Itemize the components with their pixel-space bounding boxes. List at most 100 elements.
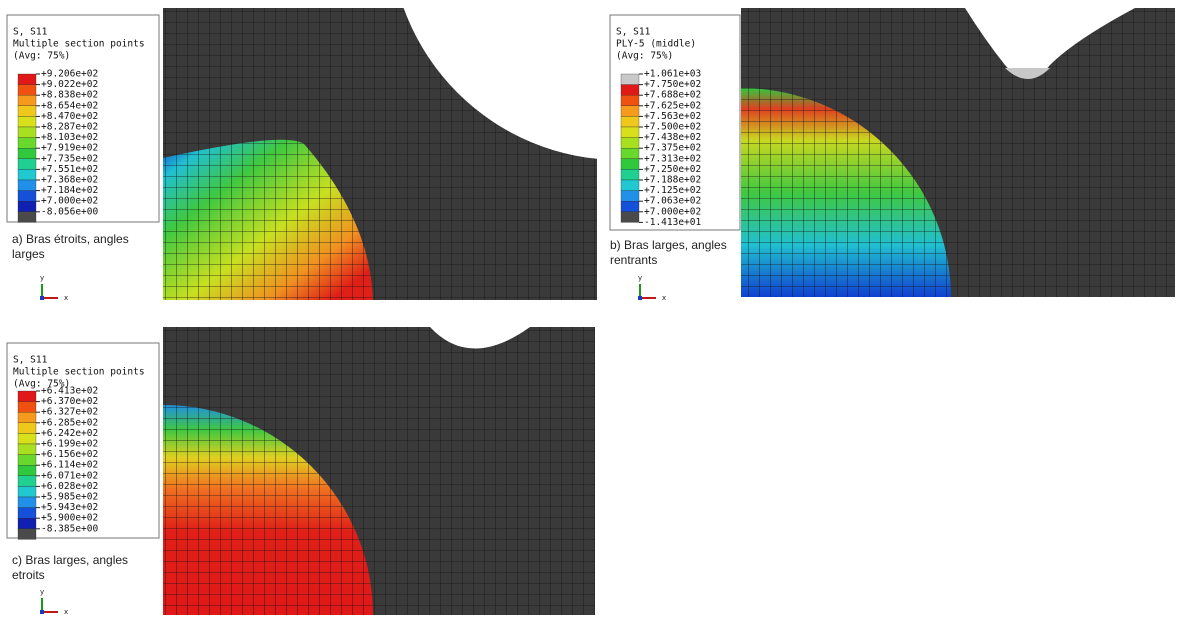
legend-swatch (17, 158, 37, 170)
axis-y-label: y (40, 588, 44, 596)
legend-swatch (17, 201, 37, 212)
legend-label: +6.285e+02 (41, 417, 98, 428)
legend-label: -1.413e+01 (644, 217, 701, 228)
legend-label: +9.206e+02 (41, 69, 98, 80)
legend-swatch (620, 211, 640, 223)
legend-swatch (17, 105, 37, 117)
legend-label: +7.313e+02 (644, 153, 701, 164)
legend-swatch (620, 95, 640, 106)
legend-swatch (17, 169, 37, 181)
legend-swatch (17, 73, 37, 85)
legend-label: +7.625e+02 (644, 100, 701, 111)
legend-label: +7.919e+02 (41, 143, 98, 154)
legend-label: +6.199e+02 (41, 439, 98, 450)
axis-x-label: x (662, 294, 666, 302)
legend-swatch (17, 179, 37, 191)
legend-swatch (17, 211, 37, 223)
legend-label: +7.500e+02 (644, 122, 701, 133)
legend-label: +7.438e+02 (644, 132, 701, 143)
caption: a) Bras étroits, angles larges (12, 232, 129, 261)
legend-swatch (17, 95, 37, 106)
axis-x-label: x (64, 608, 68, 616)
legend-label: +7.250e+02 (644, 164, 701, 175)
legend-swatch (17, 507, 37, 519)
legend-title: S, S11 (13, 27, 48, 38)
legend-swatch (620, 148, 640, 159)
legend-label: +7.375e+02 (644, 143, 701, 154)
legend-swatch (17, 116, 37, 128)
legend-swatch (17, 475, 37, 487)
legend-label: +8.103e+02 (41, 132, 98, 143)
legend-title: PLY-5 (middle) (616, 39, 696, 50)
legend-swatch (620, 179, 640, 191)
legend-title: S, S11 (13, 355, 48, 366)
legend-swatch (17, 454, 37, 466)
legend-label: +1.061e+03 (644, 69, 701, 80)
legend-label: +7.125e+02 (644, 185, 701, 196)
legend-swatch (620, 116, 640, 128)
legend-label: +6.370e+02 (41, 396, 98, 407)
caption: c) Bras larges, angles etroits (12, 553, 129, 582)
legend-label: +6.028e+02 (41, 481, 98, 492)
legend-label: -8.056e+00 (41, 206, 98, 217)
legend-label: +7.750e+02 (644, 79, 701, 90)
legend-label: +6.413e+02 (41, 386, 98, 397)
legend-label: +7.184e+02 (41, 185, 98, 196)
legend-label: +5.985e+02 (41, 492, 98, 503)
axis-origin (638, 296, 642, 300)
legend-swatch (620, 137, 640, 149)
legend-title: Multiple section points (13, 39, 145, 50)
legend-label: +8.838e+02 (41, 90, 98, 101)
legend-label: +5.943e+02 (41, 502, 98, 513)
legend-swatch (620, 158, 640, 170)
legend-label: +6.156e+02 (41, 449, 98, 460)
legend-label: +6.327e+02 (41, 407, 98, 418)
legend-title: (Avg: 75%) (13, 51, 70, 62)
legend-swatch (620, 190, 640, 202)
legend-title: (Avg: 75%) (13, 379, 70, 390)
legend-label: -8.385e+00 (41, 523, 98, 534)
legend-label: +7.063e+02 (644, 196, 701, 207)
axis-y-label: y (40, 274, 44, 282)
axis-origin (40, 296, 44, 300)
legend-swatch (17, 465, 37, 476)
legend-label: +8.287e+02 (41, 122, 98, 133)
legend-swatch (17, 401, 37, 413)
legend-label: +6.114e+02 (41, 460, 98, 471)
legend-swatch (17, 518, 37, 529)
legend-label: +7.188e+02 (644, 175, 701, 186)
legend-label: +7.000e+02 (41, 196, 98, 207)
legend-label: +8.470e+02 (41, 111, 98, 122)
legend-label: +7.368e+02 (41, 175, 98, 186)
legend-title: Multiple section points (13, 367, 145, 378)
legend-swatch (17, 148, 37, 159)
axis-x-label: x (64, 294, 68, 302)
legend-swatch (620, 105, 640, 117)
legend-label: +7.735e+02 (41, 153, 98, 164)
legend-swatch (17, 528, 37, 540)
legend-label: +6.071e+02 (41, 470, 98, 481)
legend-label: +5.900e+02 (41, 513, 98, 524)
caption: b) Bras larges, angles rentrants (610, 238, 727, 267)
legend-label: +9.022e+02 (41, 79, 98, 90)
legend-swatch (620, 73, 640, 85)
axis-origin (40, 610, 44, 614)
mesh-c (163, 327, 595, 615)
legend-swatch (17, 422, 37, 434)
legend-label: +6.242e+02 (41, 428, 98, 439)
legend-swatch (17, 443, 37, 455)
axis-y-label: y (638, 274, 642, 282)
legend-label: +7.688e+02 (644, 90, 701, 101)
legend-title: S, S11 (616, 27, 651, 38)
legend-swatch (17, 390, 37, 402)
legend-swatch (17, 126, 37, 138)
legend-swatch (620, 201, 640, 212)
mesh-b (741, 8, 1175, 297)
legend-label: +7.563e+02 (644, 111, 701, 122)
legend-label: +7.000e+02 (644, 206, 701, 217)
